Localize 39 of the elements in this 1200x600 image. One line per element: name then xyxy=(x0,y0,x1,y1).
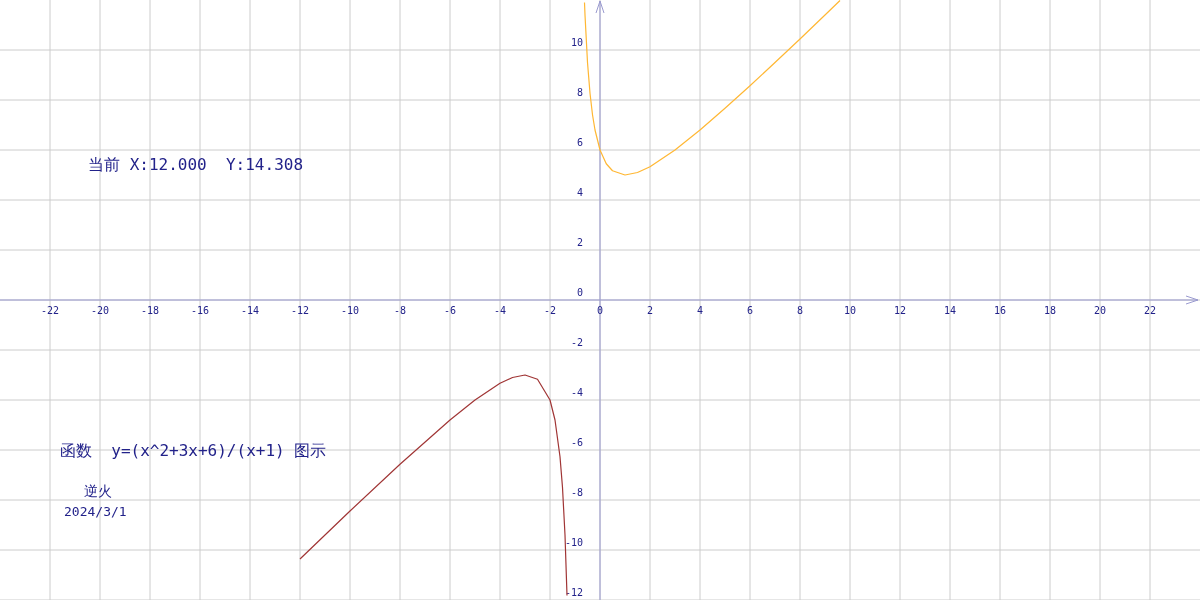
x-tick-label: 12 xyxy=(893,305,907,316)
y-tick-label: -8 xyxy=(570,487,583,498)
x-tick-label: -22 xyxy=(40,305,60,316)
x-tick-label: -18 xyxy=(140,305,160,316)
x-tick-label: 4 xyxy=(696,305,704,316)
y-tick-label: 8 xyxy=(576,87,583,98)
y-tick-label: 2 xyxy=(576,237,583,248)
x-tick-label: 0 xyxy=(596,305,604,316)
y-tick-label: -4 xyxy=(570,387,583,398)
text: 函数 y=(x^2+3x+6)/(x+1) 图示 xyxy=(60,441,327,460)
annotation: 2024/3/1 xyxy=(64,504,127,519)
x-tick-label: 2 xyxy=(646,305,654,316)
x-tick-label: -6 xyxy=(443,305,457,316)
y-tick-label: -2 xyxy=(570,337,583,348)
x-tick-label: -2 xyxy=(543,305,557,316)
y-tick-label: 4 xyxy=(576,187,583,198)
x-tick-label: -12 xyxy=(290,305,310,316)
x-tick-label: -16 xyxy=(190,305,210,316)
y-tick-label: -12 xyxy=(564,587,583,598)
y-tick-label: -6 xyxy=(570,437,583,448)
x-tick-label: 6 xyxy=(746,305,754,316)
x-tick-label: 14 xyxy=(943,305,957,316)
x-tick-label: 8 xyxy=(796,305,804,316)
x-tick-label: 20 xyxy=(1093,305,1107,316)
x-tick-label: -4 xyxy=(493,305,507,316)
x-tick-label: -8 xyxy=(393,305,407,316)
y-tick-label: 6 xyxy=(576,137,583,148)
x-tick-label: 10 xyxy=(843,305,857,316)
y-tick-label: 10 xyxy=(570,37,583,48)
y-tick-label: -10 xyxy=(564,537,583,548)
x-tick-label: -14 xyxy=(240,305,260,316)
x-tick-label: -20 xyxy=(90,305,110,316)
x-tick-label: -10 xyxy=(340,305,360,316)
x-tick-label: 16 xyxy=(993,305,1007,316)
annotation: 逆火 xyxy=(84,483,112,499)
y-tick-label: 0 xyxy=(576,287,583,298)
annotation: 当前 X:12.000 Y:14.308 xyxy=(88,155,304,174)
x-tick-label: 22 xyxy=(1143,305,1157,316)
x-tick-label: 18 xyxy=(1043,305,1057,316)
